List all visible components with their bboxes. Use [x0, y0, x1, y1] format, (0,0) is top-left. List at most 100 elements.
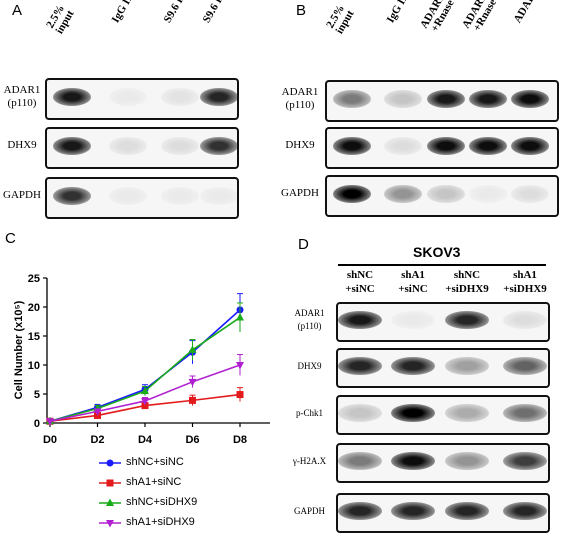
protein-band — [511, 185, 549, 203]
protein-band — [338, 311, 382, 329]
data-point — [189, 396, 196, 404]
lane-label: ADAR1 IP +Rnase A — [460, 0, 504, 34]
protein-band — [161, 137, 199, 155]
protein-band — [384, 137, 422, 155]
lane-label: IgG IP — [384, 0, 412, 25]
protein-band — [469, 90, 507, 108]
y-axis-label: Cell Number (x10⁵) — [13, 300, 25, 399]
legend-label: shNC+siDHX9 — [126, 496, 198, 508]
lane-label: 2.5% input — [324, 2, 357, 36]
protein-band — [427, 90, 465, 108]
protein-band — [338, 404, 382, 422]
protein-band — [445, 311, 489, 329]
panel-c-growth-chart: 0 5 10 15 20 25 D0 D2 D4 D6 D8 Cell Number (x10⁵) — [13, 273, 270, 446]
x-tick-label: D8 — [233, 434, 247, 446]
protein-band — [427, 137, 465, 155]
protein-band — [200, 187, 237, 205]
protein-band — [503, 502, 547, 520]
protein-band — [391, 502, 435, 520]
column-label: shA1 +siNC — [398, 269, 428, 295]
protein-band — [445, 404, 489, 422]
blot-strip — [325, 127, 559, 169]
y-tick-label: 0 — [34, 418, 40, 430]
lane-label: S9.6 IP — [200, 0, 228, 25]
protein-band — [469, 137, 507, 155]
legend-item: shNC+siNC — [97, 456, 297, 470]
legend-marker — [106, 498, 114, 506]
y-tick-label: 15 — [28, 331, 40, 343]
data-point — [236, 391, 244, 399]
data-point — [46, 418, 54, 426]
panel-b-letter: B — [296, 2, 307, 19]
row-label: GAPDH — [3, 189, 41, 201]
protein-band — [161, 88, 199, 106]
protein-band — [109, 88, 147, 106]
row-label: DHX9 — [7, 139, 37, 151]
blot-strip — [325, 80, 559, 122]
row-label: GAPDH — [293, 505, 325, 516]
legend-marker — [106, 459, 114, 467]
data-point — [93, 408, 102, 416]
row-label: DHX9 — [285, 139, 315, 151]
lane-label: ADAR1 IP +Rnase H — [418, 0, 462, 34]
panel-a-letter: A — [12, 2, 23, 19]
data-point — [141, 397, 149, 406]
protein-band — [338, 452, 382, 470]
panel-c-letter: C — [5, 230, 16, 247]
lane-label: 2.5% input — [44, 2, 77, 36]
legend-item: shA1+siDHX9 — [97, 516, 297, 530]
legend-swatch — [99, 520, 121, 528]
chart-axes: 0 5 10 15 20 25 D0 D2 D4 D6 D8 — [28, 273, 270, 446]
panel-d-letter: D — [298, 236, 309, 253]
legend-item: shA1+siNC — [97, 476, 297, 490]
y-tick-label: 5 — [34, 389, 40, 401]
row-label: ADAR1 (p110) — [281, 86, 319, 111]
row-label: ADAR1 (p110) — [294, 308, 325, 331]
y-tick-label: 10 — [28, 360, 40, 372]
protein-band — [445, 357, 489, 375]
legend-marker — [106, 520, 114, 528]
blot-strip — [45, 127, 239, 169]
protein-band — [384, 185, 422, 203]
data-point — [188, 345, 197, 353]
legend-swatch — [99, 459, 121, 467]
blot-strip — [336, 493, 550, 533]
protein-band — [391, 357, 435, 375]
data-point — [236, 312, 244, 321]
legend-label: shNC+siNC — [126, 456, 184, 468]
data-point — [141, 386, 149, 395]
column-label: shA1 +siDHX9 — [503, 269, 547, 295]
protein-band — [161, 187, 199, 205]
protein-band — [391, 311, 435, 329]
protein-band — [503, 452, 547, 470]
protein-band — [333, 90, 371, 108]
protein-band — [445, 502, 489, 520]
lane-label: S9.6 IP + R — [162, 0, 198, 25]
row-label: p-Chk1 — [296, 407, 323, 418]
x-tick-label: D2 — [90, 434, 104, 446]
protein-band — [427, 185, 465, 203]
protein-band — [200, 137, 237, 155]
column-label: shNC +siDHX9 — [445, 269, 489, 295]
data-point — [188, 378, 197, 387]
data-point — [141, 402, 149, 410]
protein-band — [384, 90, 422, 108]
protein-band — [503, 357, 547, 375]
series-sha1-sidhx9 — [46, 354, 244, 426]
column-label: shNC +siNC — [345, 269, 375, 295]
protein-band — [333, 185, 371, 203]
protein-band — [511, 90, 549, 108]
protein-band — [391, 452, 435, 470]
protein-band — [445, 452, 489, 470]
legend-marker — [106, 479, 114, 487]
protein-band — [503, 311, 547, 329]
y-tick-label: 25 — [28, 273, 40, 285]
x-tick-label: D6 — [185, 434, 199, 446]
x-tick-label: D0 — [43, 434, 57, 446]
protein-band — [469, 185, 507, 203]
protein-band — [109, 187, 147, 205]
protein-band — [53, 88, 91, 106]
legend-swatch — [99, 479, 121, 487]
blot-strip — [325, 175, 559, 217]
lane-label: ADAR1 IP — [512, 0, 547, 25]
